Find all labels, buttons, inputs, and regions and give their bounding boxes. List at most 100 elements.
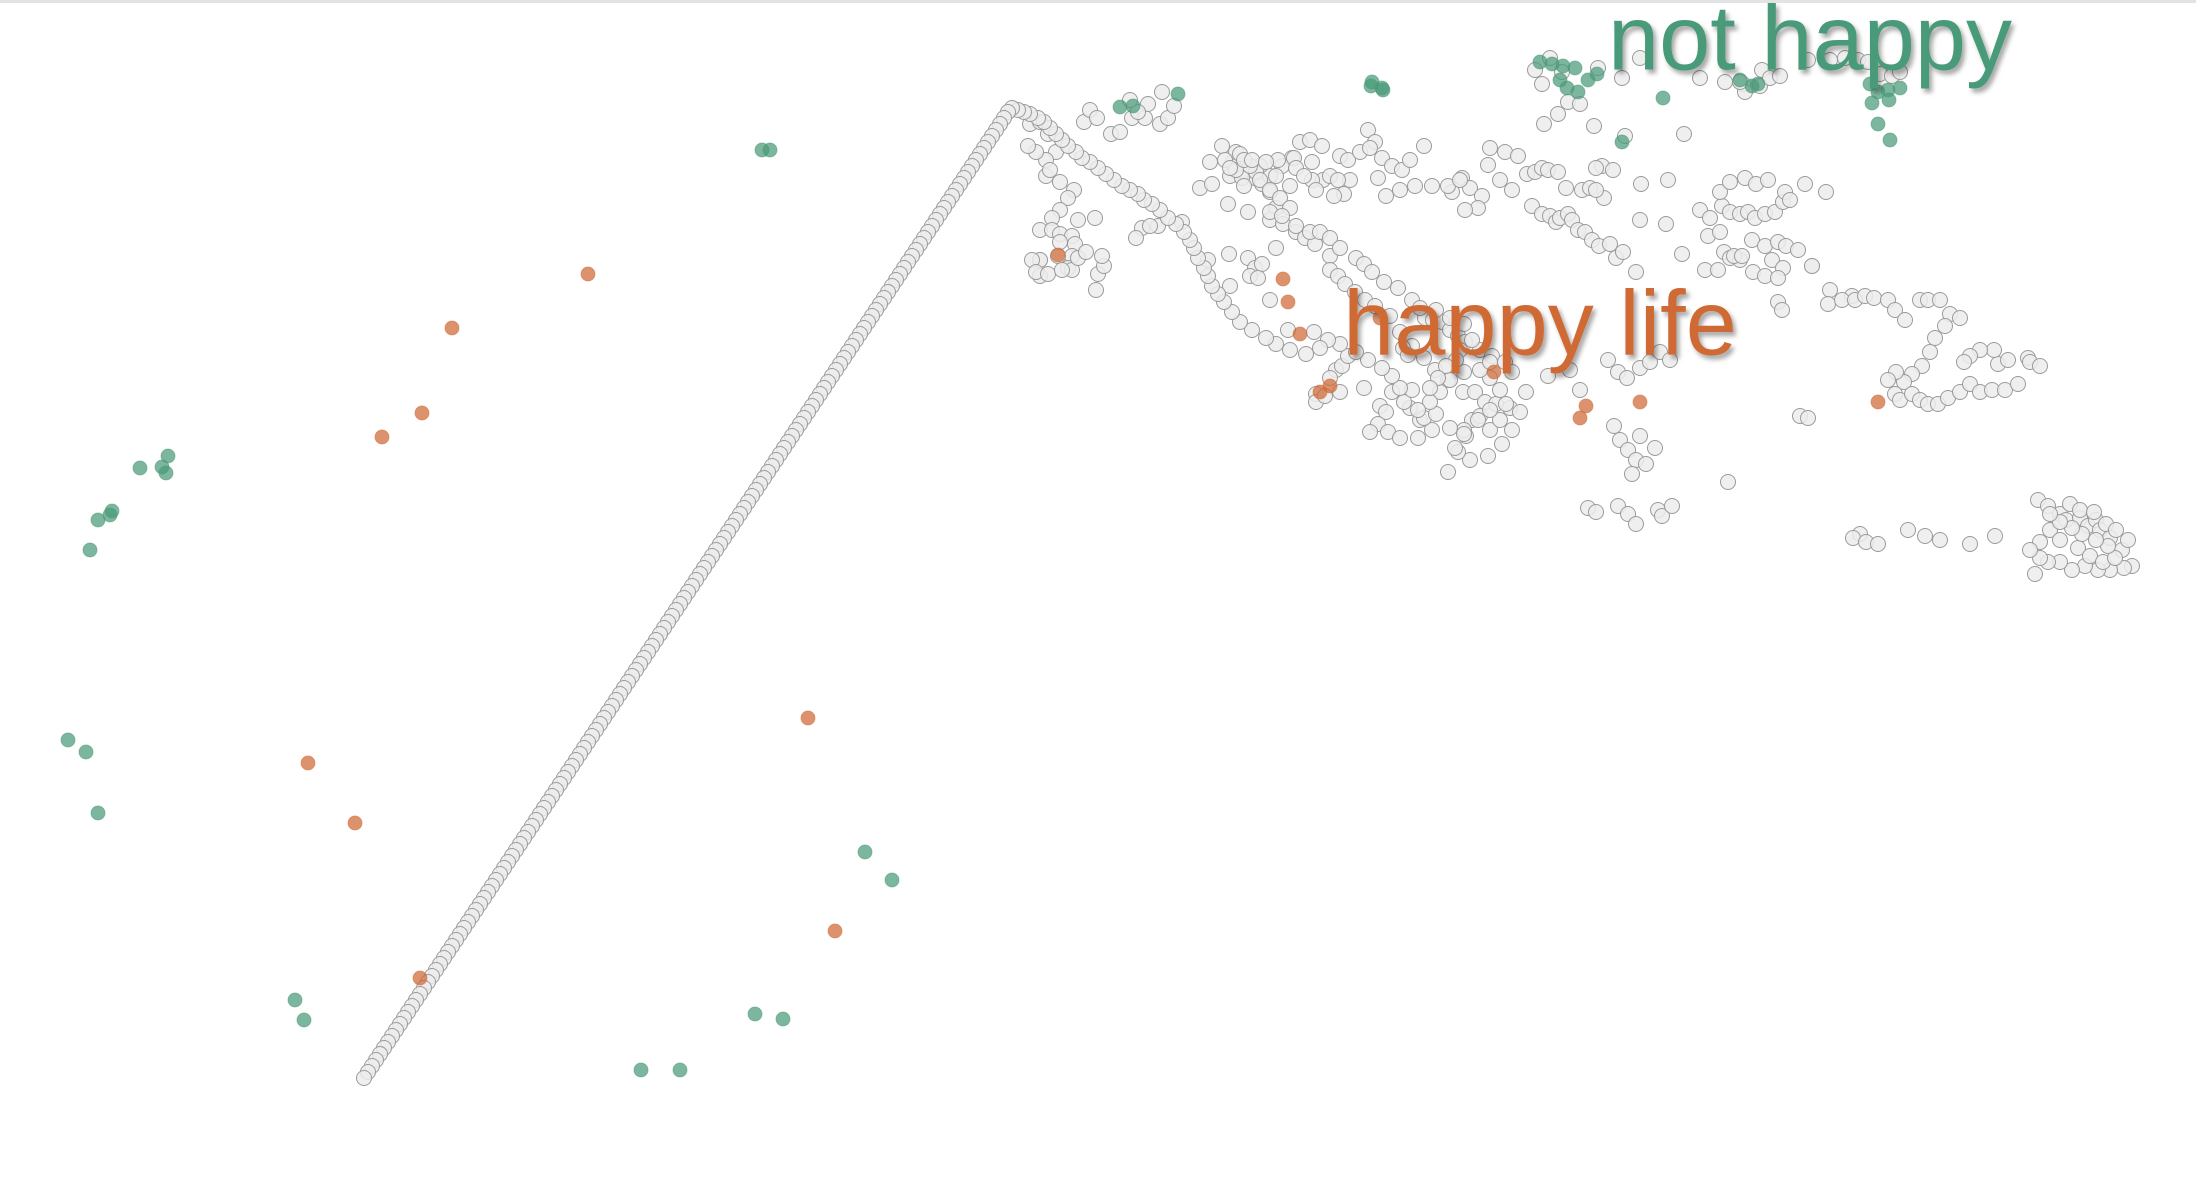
point-other-45 <box>1558 180 1574 196</box>
point-other-81 <box>1402 152 1418 168</box>
point-other-175 <box>1642 354 1658 370</box>
point-other-500 <box>1298 346 1314 362</box>
point-other-274 <box>2010 376 2026 392</box>
point-other-17 <box>1660 172 1676 188</box>
top-border <box>0 0 2196 3</box>
point-other-407 <box>1306 324 1322 340</box>
point-other-142 <box>1462 452 1478 468</box>
point-other-192 <box>1654 508 1670 524</box>
point-other-27 <box>1588 160 1604 176</box>
point-other-443 <box>1214 138 1230 154</box>
point-other-128 <box>1392 324 1408 340</box>
point-other-168 <box>1540 368 1556 384</box>
point-other-499 <box>1312 340 1328 356</box>
point-other-394 <box>1254 256 1270 272</box>
point-other-234 <box>1818 184 1834 200</box>
point-other-330 <box>2108 522 2124 538</box>
point-other-138 <box>1512 404 1528 420</box>
point-other-261 <box>1880 372 1896 388</box>
point-other-171 <box>1600 352 1616 368</box>
point-other-389 <box>1220 196 1236 212</box>
point-other-198 <box>1800 410 1816 426</box>
point-other-342 <box>1042 162 1058 178</box>
point-other-209 <box>1744 232 1760 248</box>
point-other-385 <box>1088 282 1104 298</box>
point-not-happy-26 <box>1112 99 1128 115</box>
point-other-31 <box>1480 157 1496 173</box>
point-other-331 <box>2120 532 2136 548</box>
point-other-279 <box>2000 352 2016 368</box>
point-happy-life-16 <box>300 755 316 771</box>
point-other-343 <box>1052 174 1068 190</box>
point-other-16 <box>1586 118 1602 134</box>
point-not-happy-9 <box>1732 72 1748 88</box>
point-other-23 <box>1674 246 1690 262</box>
point-other-256 <box>1922 344 1938 360</box>
point-other-254 <box>1937 318 1953 334</box>
point-other-474 <box>1332 240 1348 256</box>
point-other-444 <box>1202 154 1218 170</box>
point-happy-life-14 <box>414 405 430 421</box>
point-not-happy-6 <box>1570 84 1586 100</box>
point-other-98 <box>1378 188 1394 204</box>
point-other-36 <box>1470 200 1486 216</box>
point-other-235 <box>1782 192 1798 208</box>
point-other-227 <box>1712 184 1728 200</box>
point-other-167 <box>1518 384 1534 400</box>
point-other-504 <box>1244 322 1260 338</box>
point-other-447 <box>1296 168 1312 184</box>
point-happy-life-1 <box>1050 247 1066 263</box>
point-other-477 <box>1364 264 1380 280</box>
point-other-308 <box>2064 562 2080 578</box>
point-other-182 <box>1638 456 1654 472</box>
point-not-happy-33 <box>158 465 174 481</box>
point-not-happy-21 <box>1870 116 1886 132</box>
point-other-386 <box>1094 248 1110 264</box>
point-other-103 <box>1452 172 1468 188</box>
point-other-283 <box>1956 354 1972 370</box>
point-other-226 <box>1770 270 1786 286</box>
point-other-431 <box>1492 382 1508 398</box>
point-happy-life-8 <box>1486 364 1502 380</box>
point-not-happy-17 <box>1864 95 1880 111</box>
point-other-24 <box>1658 216 1674 232</box>
point-other-187 <box>1588 504 1604 520</box>
point-happy-life-20 <box>800 710 816 726</box>
point-not-happy-47 <box>775 1011 791 1027</box>
point-other-422 <box>1392 430 1408 446</box>
point-happy-life-13 <box>444 320 460 336</box>
point-other-82 <box>1416 138 1432 154</box>
point-other-481 <box>1412 300 1428 316</box>
point-other-448 <box>1304 154 1320 170</box>
point-not-happy-25 <box>1614 134 1630 150</box>
point-happy-life-4 <box>1292 326 1308 342</box>
point-other-466 <box>1272 190 1288 206</box>
point-other-67 <box>1772 68 1788 84</box>
point-other-245 <box>1866 290 1882 306</box>
point-other-194 <box>1720 474 1736 490</box>
point-other-416 <box>1356 380 1372 396</box>
point-other-390 <box>1240 204 1256 220</box>
point-not-happy-22 <box>1882 132 1898 148</box>
point-other-85 <box>1326 188 1342 204</box>
point-other-496 <box>1348 344 1364 360</box>
point-not-happy-46 <box>747 1006 763 1022</box>
point-not-happy-49 <box>672 1062 688 1078</box>
point-happy-life-9 <box>1578 398 1594 414</box>
point-other-48 <box>1588 182 1604 198</box>
point-other-20 <box>1605 162 1621 178</box>
point-other-7 <box>1692 70 1708 86</box>
point-happy-life-0 <box>580 266 596 282</box>
point-happy-life-17 <box>347 815 363 831</box>
point-other-473 <box>1322 230 1338 246</box>
point-other-44 <box>1550 164 1566 180</box>
point-other-147 <box>1482 422 1498 438</box>
point-other-101 <box>1424 178 1440 194</box>
point-other-319 <box>2107 550 2123 566</box>
point-other-92 <box>1314 138 1330 154</box>
cluster-label-happy-life: happy life <box>1343 272 1737 374</box>
point-other-427 <box>1456 426 1472 442</box>
point-other-363 <box>1112 124 1128 140</box>
point-not-happy-40 <box>78 744 94 760</box>
point-other-196 <box>1774 302 1790 318</box>
